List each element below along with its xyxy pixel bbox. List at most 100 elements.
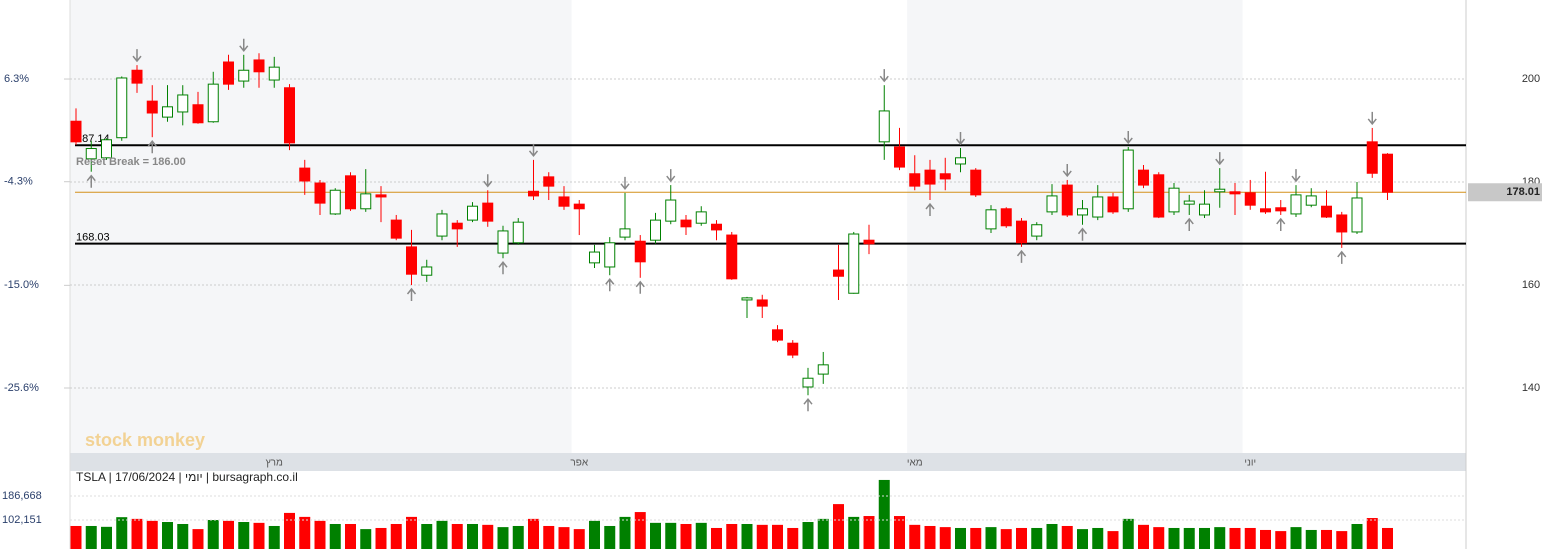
volume-bar [528,518,539,549]
candle-body [345,175,356,210]
volume-bar [467,523,478,549]
x-tick-label: מאי [907,458,923,469]
volume-bar [253,522,265,549]
volume-bar [268,525,280,549]
volume-bar [1168,527,1180,549]
candle-body [299,167,311,182]
volume-bar [863,516,875,549]
candle-body [116,77,128,139]
volume-bar [939,527,951,549]
volume-bar [1366,518,1378,549]
candle-body [85,148,97,160]
signal-arrow [1291,169,1301,183]
signal-arrow [528,143,539,158]
volume-bar [329,523,341,549]
candle-body [207,83,219,123]
candle-body [1061,184,1073,216]
candle-body [985,209,997,230]
volume-bar [207,520,219,549]
candle-body [1290,194,1302,215]
volume-bar [909,524,921,549]
volume-bar [1016,527,1027,549]
volume-bar [1183,527,1195,549]
candle-body [741,297,753,301]
candle-body [284,87,295,144]
signal-arrow [147,139,157,154]
candle-body [512,221,524,244]
volume-bar [604,525,616,549]
volume-bar [131,518,143,549]
volume-bar [345,523,356,549]
volume-bar [955,527,966,549]
volume-bar [512,525,524,549]
volume-bar [1122,518,1134,549]
candle-body [1305,195,1317,206]
candle-body [1092,196,1104,218]
candle-body [634,240,646,263]
volume-bar [878,479,890,549]
candle-body [467,205,478,221]
x-tick-label: יוני [1244,458,1256,469]
volume-bar [1321,529,1332,549]
candle-body [421,266,433,276]
volume-bar [299,516,311,549]
candle-body [726,234,738,280]
candle-body [162,106,173,118]
candle-body [909,173,921,187]
signal-arrow [955,132,966,146]
volume-bar [162,522,173,549]
volume-bar [70,525,82,549]
candle-body [1016,220,1027,244]
y2-tick-label: -4.3% [4,176,33,188]
signal-arrow [803,398,813,412]
volume-bar [634,512,646,549]
last-price-label: 178.01 [1506,186,1540,198]
volume-bar [1305,529,1317,549]
candle-body [1244,192,1256,206]
volume-bar [1153,527,1165,549]
candle-body [817,364,829,375]
candle-body [695,211,707,224]
candle-body [101,139,112,159]
volume-bar [284,512,295,549]
volume-bar [360,529,372,549]
volume-bar [223,520,234,549]
candle-body [1168,187,1180,213]
volume-bar [406,516,417,549]
candle-body [436,213,448,237]
candle-body [848,233,860,294]
candle-body [1214,188,1226,193]
volume-bar [390,523,402,549]
volume-bar [756,524,768,549]
volume-bar [421,523,433,549]
candle-body [70,120,82,143]
volume-bar [1229,527,1241,549]
candle-body [619,228,631,238]
candle-body [833,269,844,277]
signal-arrow [239,38,249,52]
candle-body [863,239,875,245]
candle-body [268,66,280,81]
candle-body [146,100,158,114]
volume-tick-label: 186,668 [2,490,42,502]
volume-bar [848,516,860,549]
volume-bar [802,522,814,549]
signal-arrow [86,174,96,188]
signal-arrow [1276,217,1286,231]
signal-arrow [1062,163,1072,178]
candle-body [1153,174,1165,218]
y-tick-label: 160 [1522,279,1540,291]
volume-tick-label: 102,151 [2,514,42,526]
volume-bar [680,523,692,549]
candle-body [1275,207,1287,212]
volume-bar [817,518,829,549]
volume-bar [1260,529,1271,549]
candle-body [970,169,982,196]
candle-body [665,199,677,222]
volume-bar [589,520,600,549]
month-bar [70,453,1466,471]
signal-arrow [1016,249,1027,263]
volume-bar [192,529,204,549]
